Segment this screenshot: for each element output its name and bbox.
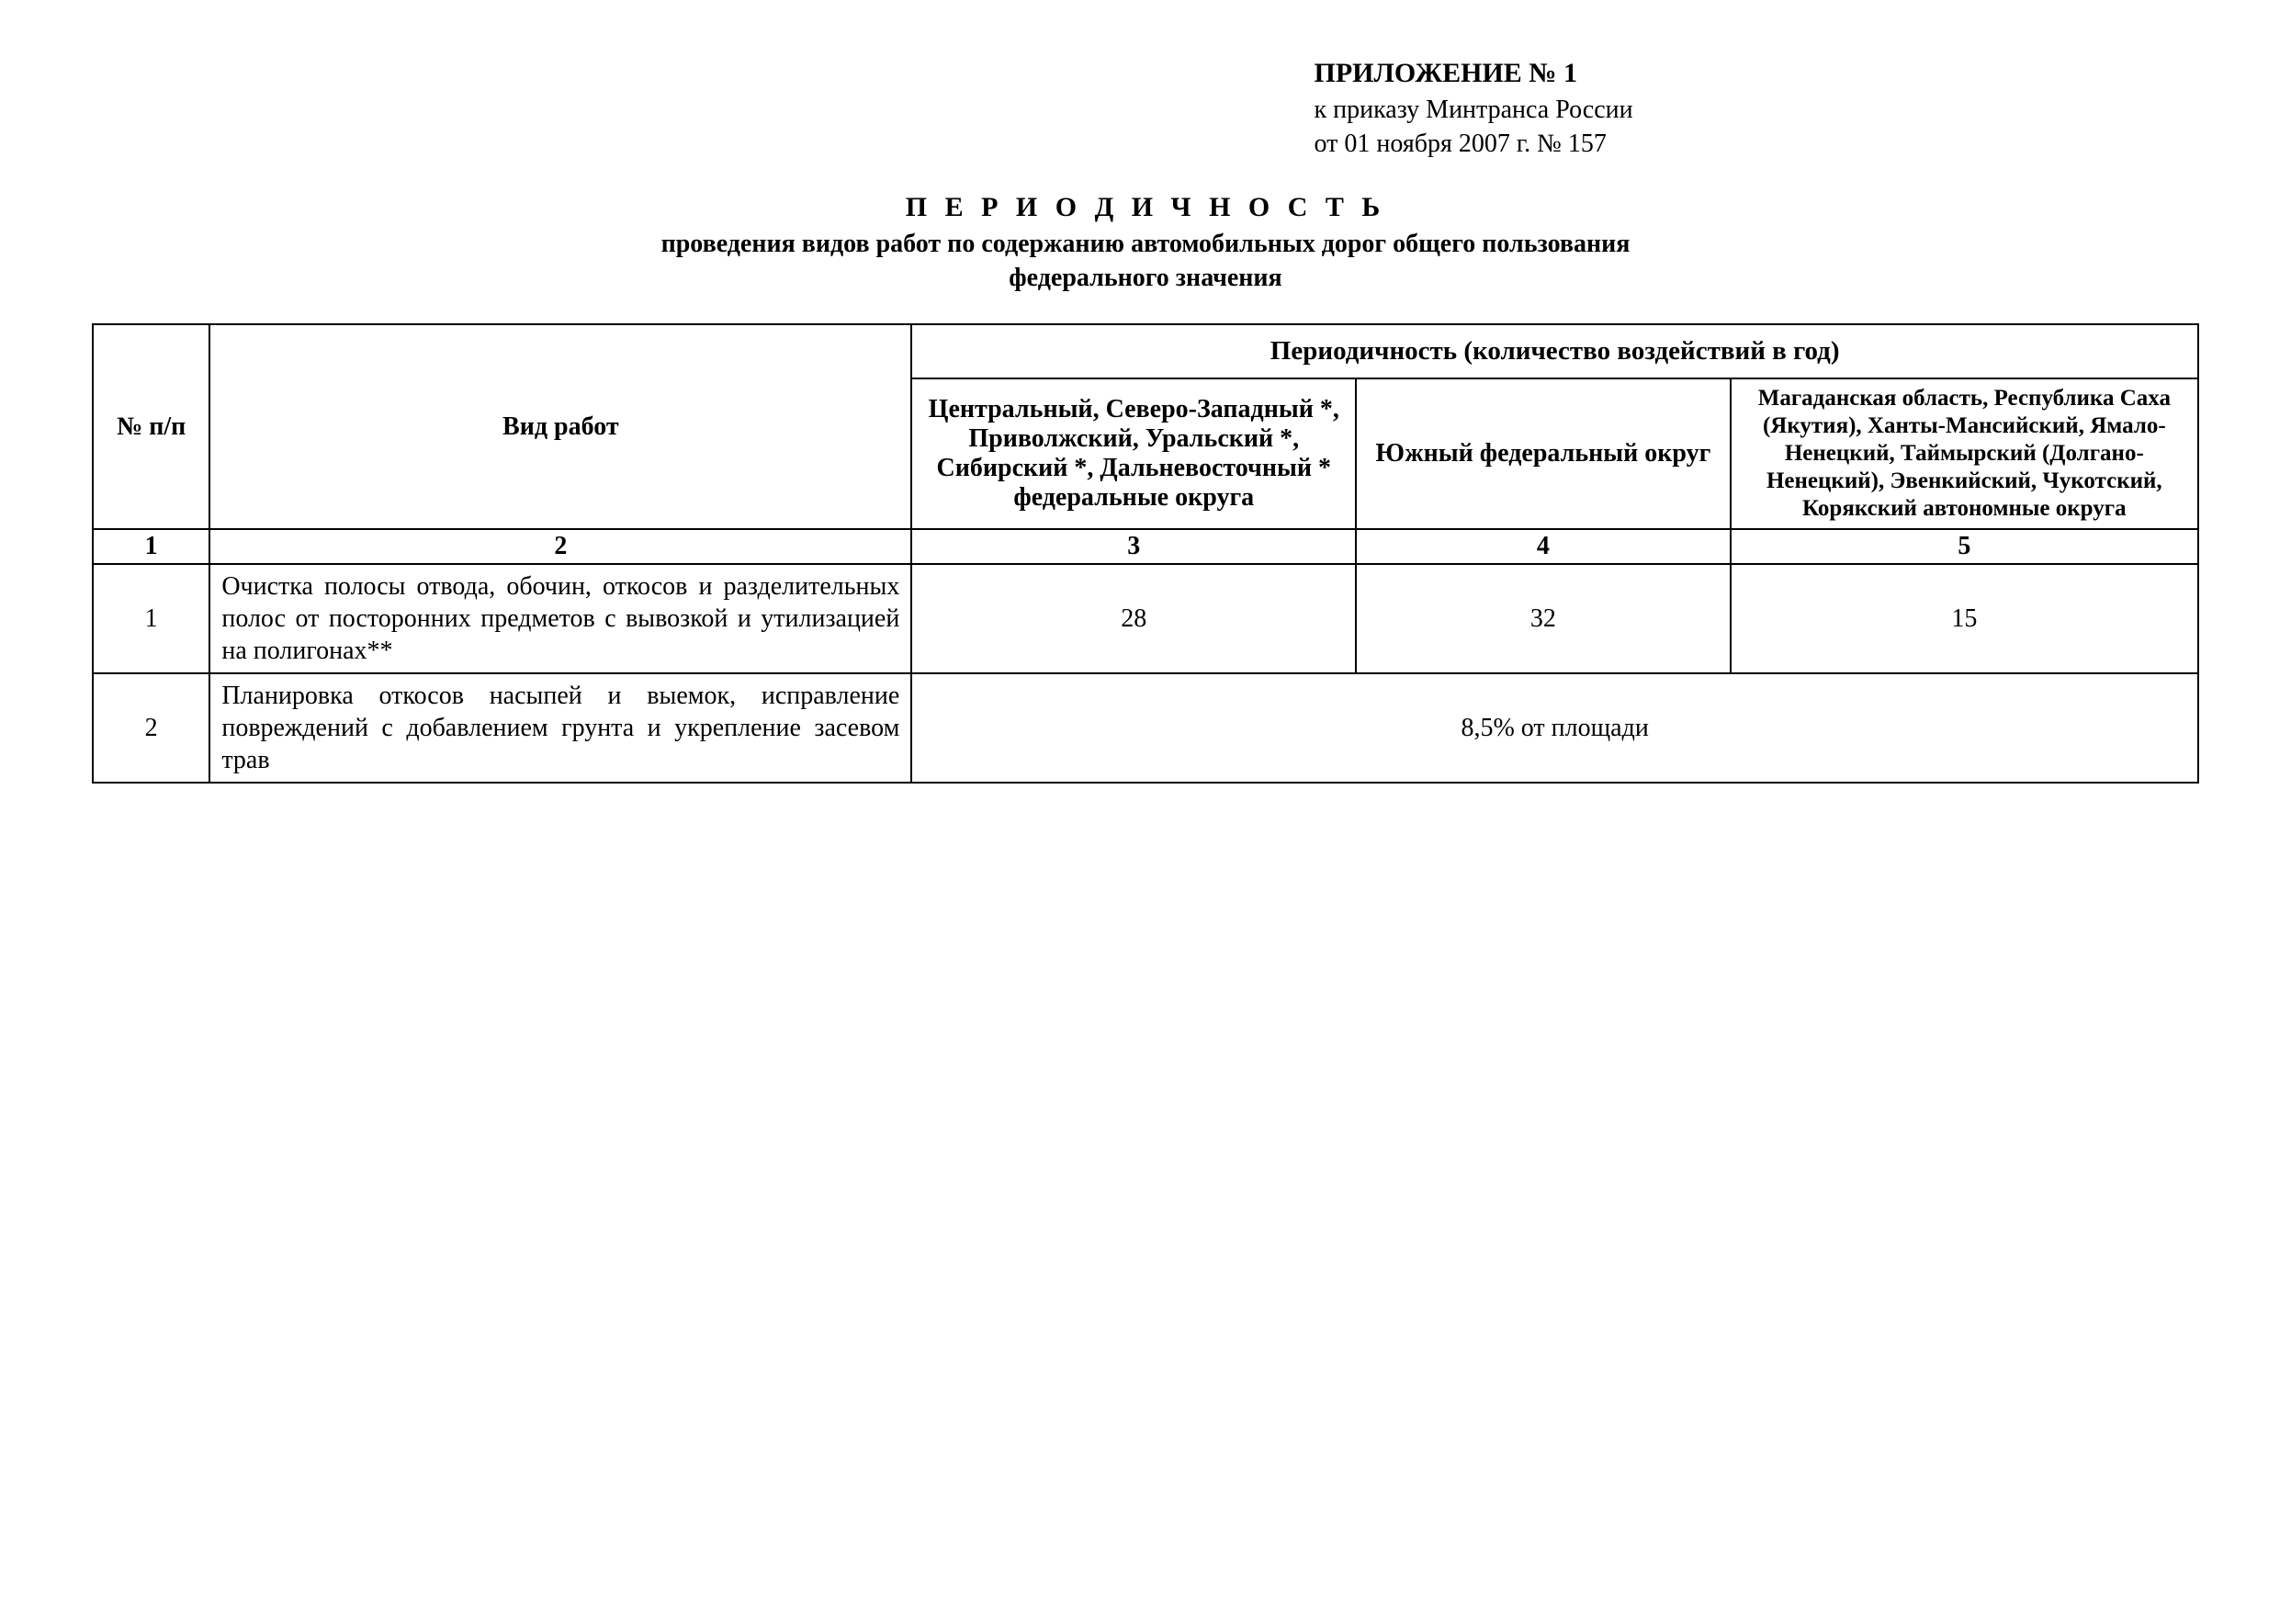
row1-work: Очистка полосы отвода, обочин, откосов и… [209,564,911,673]
colnum-3: 3 [911,529,1356,564]
attachment-title: ПРИЛОЖЕНИЕ № 1 [1315,55,2199,93]
attachment-order: к приказу Минтранса России [1315,93,2199,128]
attachment-header: ПРИЛОЖЕНИЕ № 1 к приказу Минтранса Росси… [1315,55,2199,162]
colnum-2: 2 [209,529,911,564]
colnum-5: 5 [1731,529,2198,564]
column-number-row: 1 2 3 4 5 [93,529,2198,564]
header-region3: Магаданская область, Республика Саха (Як… [1731,378,2198,529]
colnum-4: 4 [1356,529,1730,564]
row2-work: Планировка откосов насыпей и выемок, исп… [209,673,911,783]
row2-span: 8,5% от площади [911,673,2198,783]
table-row: 2 Планировка откосов насыпей и выемок, и… [93,673,2198,783]
row1-r3: 15 [1731,564,2198,673]
document-title: П Е Р И О Д И Ч Н О С Т Ь [92,189,2199,227]
row1-r2: 32 [1356,564,1730,673]
colnum-1: 1 [93,529,209,564]
attachment-date: от 01 ноября 2007 г. № 157 [1315,127,2199,162]
header-work: Вид работ [209,324,911,529]
document-subtitle-2: федерального значения [92,261,2199,296]
table-row: 1 Очистка полосы отвода, обочин, откосов… [93,564,2198,673]
header-num: № п/п [93,324,209,529]
header-region2: Южный федеральный округ [1356,378,1730,529]
table-header-row-1: № п/п Вид работ Периодичность (количеств… [93,324,2198,378]
row1-r1: 28 [911,564,1356,673]
row1-num: 1 [93,564,209,673]
document-title-block: П Е Р И О Д И Ч Н О С Т Ь проведения вид… [92,189,2199,296]
header-region1: Центральный, Северо-Западный *, Приволжс… [911,378,1356,529]
periodicity-table: № п/п Вид работ Периодичность (количеств… [92,323,2199,784]
header-periodicity: Периодичность (количество воздействий в … [911,324,2198,378]
document-subtitle-1: проведения видов работ по содержанию авт… [92,227,2199,262]
row2-num: 2 [93,673,209,783]
